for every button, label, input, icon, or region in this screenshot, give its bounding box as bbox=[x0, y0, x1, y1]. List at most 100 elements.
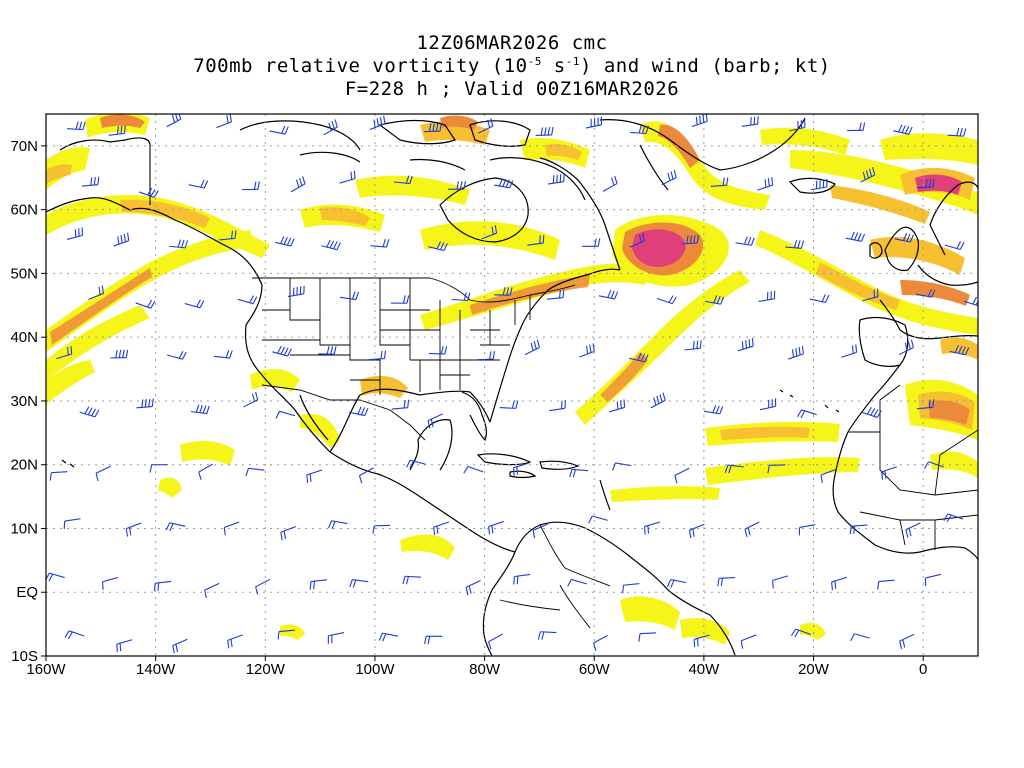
wind-barb bbox=[758, 290, 776, 303]
wind-barb bbox=[943, 513, 964, 523]
wind-barb bbox=[46, 572, 65, 582]
wind-barb bbox=[272, 345, 292, 357]
plot-frame bbox=[45, 113, 979, 657]
wind-barb bbox=[740, 634, 757, 649]
wind-barb bbox=[169, 239, 189, 249]
wind-barb bbox=[674, 467, 690, 484]
wind-barb bbox=[849, 524, 868, 535]
wind-barb bbox=[391, 399, 410, 410]
wind-barb bbox=[862, 288, 879, 302]
wind-barbs bbox=[46, 114, 978, 654]
wind-barb bbox=[681, 234, 699, 245]
wind-barb bbox=[567, 578, 587, 587]
wind-barb bbox=[684, 340, 702, 351]
wind-barb bbox=[358, 467, 374, 484]
wind-barb bbox=[593, 634, 608, 651]
wind-barb bbox=[924, 573, 942, 587]
title-line-2: 700mb relative vorticity (10-5 s-1) and … bbox=[193, 55, 831, 77]
wind-barb bbox=[916, 178, 935, 189]
wind-barb bbox=[798, 524, 816, 536]
lat-tick-label: 60N bbox=[10, 202, 38, 219]
wind-barb bbox=[102, 576, 119, 590]
wind-barb bbox=[790, 628, 811, 638]
wind-barb bbox=[463, 465, 484, 474]
wind-barb bbox=[269, 125, 289, 135]
wind-barb bbox=[661, 169, 677, 186]
wind-barb bbox=[406, 459, 426, 469]
wind-barb bbox=[789, 119, 806, 132]
wind-barb bbox=[66, 227, 84, 240]
wind-barb bbox=[241, 181, 260, 191]
wind-barb bbox=[318, 346, 337, 355]
lat-tick-label: 30N bbox=[10, 393, 38, 410]
wind-barb bbox=[861, 406, 882, 418]
wind-barb bbox=[63, 518, 81, 530]
lat-lon-grid bbox=[46, 114, 978, 656]
wind-barb bbox=[190, 404, 210, 415]
lon-tick-label: 160W bbox=[26, 661, 66, 678]
wind-barb bbox=[428, 346, 448, 355]
wind-barb bbox=[582, 238, 601, 247]
wind-barb bbox=[513, 573, 531, 585]
lon-tick-label: 60W bbox=[579, 661, 611, 678]
wind-barb bbox=[188, 179, 209, 189]
wind-barb bbox=[735, 236, 755, 246]
wind-barb bbox=[598, 289, 619, 300]
wind-barb bbox=[136, 398, 154, 409]
lon-tick-label: 0 bbox=[919, 661, 927, 678]
wind-barb bbox=[423, 123, 442, 133]
wind-barb bbox=[537, 631, 557, 640]
wind-barb bbox=[810, 179, 828, 191]
wind-barb bbox=[465, 580, 481, 596]
wind-barb bbox=[785, 239, 805, 249]
wind-barb bbox=[579, 343, 595, 358]
wind-barb bbox=[288, 285, 305, 298]
wind-barb bbox=[349, 406, 369, 417]
wind-barb bbox=[95, 465, 111, 482]
wind-barb bbox=[524, 339, 540, 356]
wind-barb bbox=[198, 463, 213, 480]
wind-barb bbox=[894, 233, 914, 243]
wind-barb bbox=[255, 578, 271, 595]
wind-barb bbox=[602, 175, 618, 192]
wind-barb bbox=[744, 521, 760, 537]
wind-barb bbox=[860, 167, 876, 183]
wind-barb bbox=[881, 466, 897, 480]
wind-barb bbox=[477, 351, 496, 361]
title-line-3: F=228 h ; Valid 00Z16MAR2026 bbox=[344, 78, 680, 100]
wind-barb bbox=[797, 409, 817, 419]
wind-barb bbox=[135, 299, 156, 309]
wind-barb bbox=[527, 235, 545, 246]
wind-barb bbox=[216, 114, 232, 129]
wind-barb bbox=[947, 127, 967, 137]
wind-barb bbox=[113, 232, 130, 247]
wind-barb bbox=[549, 400, 566, 412]
wind-barb bbox=[424, 635, 443, 645]
wind-barb bbox=[237, 295, 258, 305]
wind-barb bbox=[691, 114, 708, 127]
wind-barb bbox=[767, 464, 786, 474]
wind-barb bbox=[67, 121, 86, 131]
wind-barb bbox=[788, 345, 804, 360]
wind-barb bbox=[949, 345, 970, 356]
wind-barb bbox=[643, 521, 661, 535]
wind-barb bbox=[820, 468, 837, 484]
lon-tick-label: 20W bbox=[798, 661, 830, 678]
wind-barb bbox=[622, 583, 640, 594]
wind-barb bbox=[275, 410, 296, 419]
wind-barb bbox=[390, 295, 410, 304]
wind-barb bbox=[512, 462, 529, 476]
wind-barb bbox=[877, 579, 895, 590]
wind-barb bbox=[893, 124, 913, 135]
vorticity-shading bbox=[46, 114, 978, 645]
lon-tick-label: 140W bbox=[136, 661, 176, 678]
wind-barb bbox=[585, 116, 603, 129]
wind-barb bbox=[847, 122, 866, 132]
wind-barb bbox=[116, 639, 133, 653]
wind-barb bbox=[772, 575, 789, 589]
wind-barb bbox=[172, 638, 188, 654]
wind-barb bbox=[328, 520, 348, 530]
wind-barb bbox=[588, 515, 608, 524]
wind-barb bbox=[204, 582, 220, 599]
